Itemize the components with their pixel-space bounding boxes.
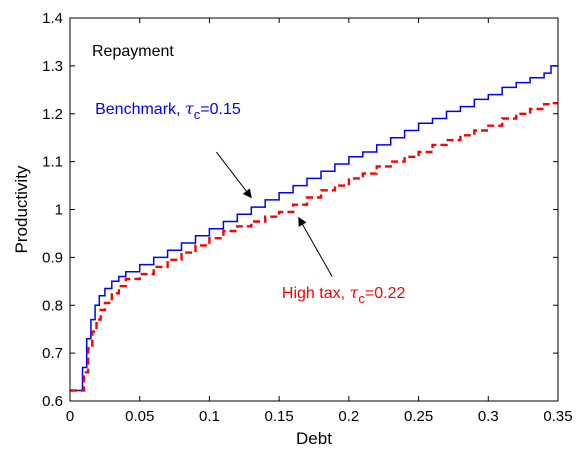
panel-label: Repayment	[92, 43, 174, 60]
annotation-subscript: c	[358, 291, 365, 306]
series-line-1	[70, 102, 558, 392]
x-tick-label: 0.1	[199, 408, 220, 425]
y-tick-label: 0.9	[42, 249, 63, 266]
y-tick-label: 0.7	[42, 345, 63, 362]
x-axis-title: Debt	[296, 429, 332, 448]
y-tick-label: 1	[55, 202, 63, 219]
annotation-subscript: c	[194, 107, 201, 122]
y-tick-label: 1.4	[42, 10, 63, 27]
series-layer	[70, 65, 558, 392]
annotation-value: =0.22	[365, 285, 406, 302]
annotation-arrow-0	[216, 151, 252, 199]
y-tick-label: 1.1	[42, 154, 63, 171]
x-tick-label: 0.2	[338, 408, 359, 425]
series-line-0	[70, 65, 558, 392]
y-tick-label: 1.2	[42, 106, 63, 123]
annotation-1: High tax, τc=0.22	[282, 283, 406, 306]
y-tick-label: 0.8	[42, 297, 63, 314]
annotation-label: High tax,	[282, 285, 350, 302]
axis-layer: 0 0.05 0.1 0.15 0.2 0.25 0.3 0.35 0.6 0.7 0.8 0.9 1 1…	[42, 10, 572, 425]
x-tick-label: 0	[66, 408, 74, 425]
y-tick-label: 0.6	[42, 393, 63, 410]
y-axis-title: Productivity	[12, 165, 31, 253]
plot-frame	[69, 17, 559, 402]
plot-area	[70, 18, 558, 401]
annotation-0: Benchmark, τc=0.15	[95, 99, 241, 122]
x-tick-label: 0.15	[265, 408, 294, 425]
x-tick-label: 0.25	[404, 408, 433, 425]
annotation-label: Benchmark,	[95, 101, 185, 118]
y-tick-label: 1.3	[42, 58, 63, 75]
x-tick-label: 0.3	[478, 408, 499, 425]
annotation-symbol: τ	[185, 99, 195, 118]
annotation-value: =0.15	[200, 101, 241, 118]
annotation-symbol: τ	[350, 283, 360, 302]
x-tick-label: 0.35	[543, 408, 572, 425]
annotation-arrow-1	[298, 216, 333, 277]
x-tick-label: 0.05	[125, 408, 154, 425]
